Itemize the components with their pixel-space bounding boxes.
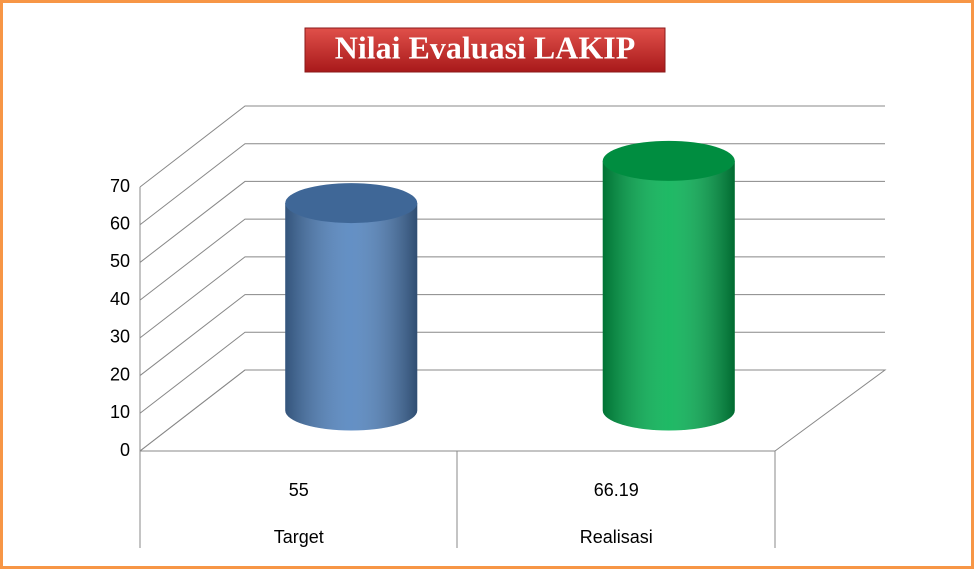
x-tick-label: Realisasi <box>580 527 653 547</box>
y-tick-label: 20 <box>110 364 130 384</box>
y-tick-label: 40 <box>110 289 130 309</box>
bar-shade <box>285 203 418 431</box>
value-label: 55 <box>289 480 309 500</box>
x-tick-label: Target <box>274 527 324 547</box>
value-label: 66.19 <box>594 480 639 500</box>
bar-shade <box>602 160 735 431</box>
y-tick-label: 10 <box>110 402 130 422</box>
table-lines <box>139 451 776 548</box>
title-box <box>304 27 666 73</box>
bar-top <box>285 183 418 224</box>
y-tick-label: 0 <box>120 440 130 460</box>
grid-line <box>139 105 885 188</box>
y-tick-label: 70 <box>110 176 130 196</box>
y-tick-label: 30 <box>110 327 130 347</box>
chart-title: Nilai Evaluasi LAKIP <box>335 29 636 65</box>
y-tick-label: 60 <box>110 213 130 233</box>
bar-top <box>602 140 735 181</box>
y-tick-label: 50 <box>110 251 130 271</box>
